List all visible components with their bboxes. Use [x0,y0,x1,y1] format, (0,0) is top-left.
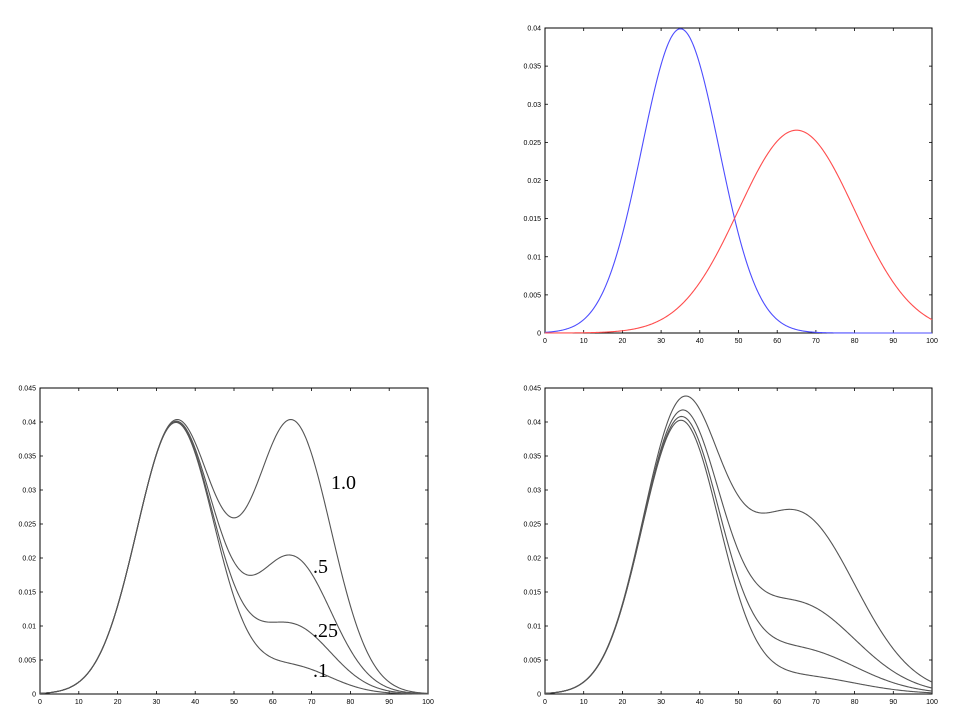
series-line-4 [544,419,933,694]
y-tick-label: 0.015 [18,590,36,597]
x-tick-label: 20 [619,699,627,706]
y-tick-label: 0.03 [22,488,36,495]
x-tick-label: 20 [619,338,627,345]
x-tick-label: 0 [38,699,42,706]
y-tick-label: 0.01 [527,254,541,261]
y-tick-label: 0.005 [523,292,541,299]
x-tick-label: 60 [269,699,277,706]
x-tick-label: 10 [580,699,588,706]
x-tick-label: 50 [735,699,743,706]
x-tick-label: 20 [114,699,122,706]
y-tick-label: 0.005 [523,658,541,665]
y-tick-label: 0.03 [527,102,541,109]
x-tick-label: 30 [153,699,161,706]
y-tick-label: 0.02 [527,178,541,185]
y-tick-label: 0.015 [523,590,541,597]
series-line-3 [39,421,429,695]
y-tick-label: 0.015 [523,216,541,223]
x-tick-label: 70 [308,699,316,706]
series-line-1 [544,28,932,334]
y-tick-label: 0.035 [523,454,541,461]
x-tick-label: 100 [926,699,938,706]
bottom-right-plot: 0 10 20 30 40 50 60 70 80 90 100 0 0.005 0.01 0.015 0.0… [523,386,937,707]
x-tick-label: 80 [851,338,859,345]
y-tick-label: 0.025 [18,522,36,529]
y-tick-label: 0.04 [527,26,541,33]
series-line-2 [544,409,933,694]
y-tick-label: 0 [32,692,36,699]
x-tick-label: 90 [889,699,897,706]
y-tick-label: 0.045 [523,386,541,393]
series-annotation: .25 [313,620,338,642]
y-tick-label: 0.02 [527,556,541,563]
x-tick-label: 40 [696,338,704,345]
x-tick-label: 10 [75,699,83,706]
x-tick-label: 80 [347,699,355,706]
bottom-left-plot: 0 10 20 30 40 50 60 70 80 90 100 0 0.005 0.01 0.015 0.0… [18,386,433,707]
x-tick-label: 10 [580,338,588,345]
plot-frame [39,387,429,695]
x-tick-label: 70 [812,699,820,706]
y-tick-label: 0.04 [527,420,541,427]
y-tick-label: 0.04 [22,420,36,427]
y-tick-label: 0.005 [18,658,36,665]
top-right-plot: 0 10 20 30 40 50 60 70 80 90 100 0 0.005 0.01 0.015 0.0… [523,26,937,346]
series-line-1 [544,395,933,694]
x-tick-label: 90 [385,699,393,706]
y-tick-label: 0 [537,692,541,699]
series-annotation: .5 [313,556,328,578]
x-tick-label: 50 [735,338,743,345]
x-tick-label: 100 [926,338,938,345]
series-annotation: 1.0 [331,472,356,494]
y-tick-label: 0.02 [22,556,36,563]
y-tick-label: 0.035 [523,64,541,71]
plot-frame [544,27,933,334]
x-tick-label: 30 [657,338,665,345]
x-tick-label: 90 [889,338,897,345]
series-line-2 [545,129,933,334]
y-tick-label: 0.025 [523,140,541,147]
series-line-1 [39,419,429,694]
x-tick-label: 40 [191,699,199,706]
series-line-3 [544,415,933,694]
x-tick-label: 0 [543,338,547,345]
y-tick-label: 0.03 [527,488,541,495]
x-tick-label: 100 [422,699,434,706]
x-tick-label: 80 [851,699,859,706]
y-tick-label: 0.01 [22,624,36,631]
series-line-4 [39,421,428,695]
x-tick-label: 70 [812,338,820,345]
y-tick-label: 0.025 [523,522,541,529]
y-tick-label: 0.045 [18,386,36,393]
x-tick-label: 50 [230,699,238,706]
x-tick-label: 60 [773,699,781,706]
plot-frame [544,387,933,695]
series-line-2 [39,420,429,695]
x-tick-label: 40 [696,699,704,706]
series-annotation: .1 [313,660,328,682]
y-tick-label: 0.01 [527,624,541,631]
x-tick-label: 60 [773,338,781,345]
y-tick-label: 0.035 [18,454,36,461]
x-tick-label: 30 [657,699,665,706]
x-tick-label: 0 [543,699,547,706]
y-tick-label: 0 [537,331,541,338]
